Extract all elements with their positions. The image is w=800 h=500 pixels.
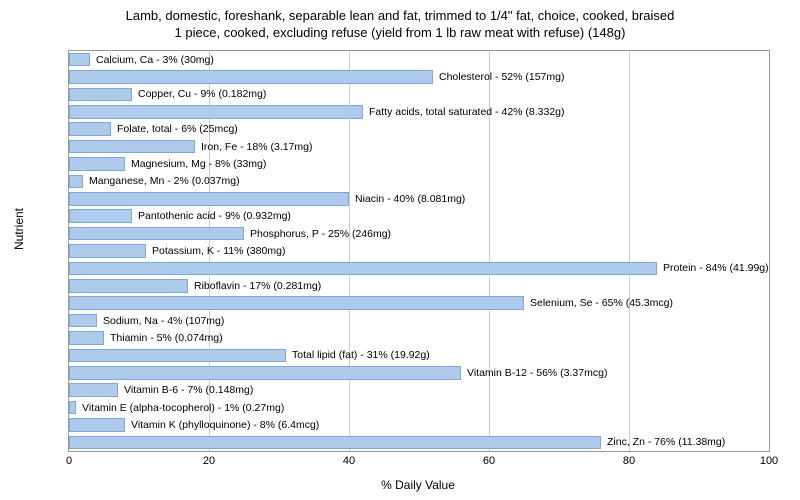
- bar-label: Sodium, Na - 4% (107mg): [103, 316, 224, 327]
- bar: [69, 296, 524, 310]
- x-tick-label: 0: [66, 455, 72, 467]
- bar: [69, 314, 97, 328]
- bar: [69, 279, 188, 293]
- bar: [69, 192, 349, 206]
- chart-title: Lamb, domestic, foreshank, separable lea…: [0, 0, 800, 44]
- bar: [69, 88, 132, 102]
- y-axis-label: Nutrient: [12, 208, 26, 250]
- x-tick-label: 100: [760, 455, 778, 467]
- bar-label: Vitamin B-12 - 56% (3.37mcg): [467, 368, 607, 379]
- bar: [69, 53, 90, 67]
- bar-label: Niacin - 40% (8.081mg): [355, 194, 465, 205]
- bar: [69, 157, 125, 171]
- bar-label: Thiamin - 5% (0.074mg): [110, 333, 223, 344]
- bar-label: Selenium, Se - 65% (45.3mcg): [530, 298, 673, 309]
- bar-label: Protein - 84% (41.99g): [663, 263, 769, 274]
- bar-label: Vitamin K (phylloquinone) - 8% (6.4mcg): [131, 420, 319, 431]
- bar-label: Iron, Fe - 18% (3.17mg): [201, 142, 312, 153]
- x-tick-label: 20: [203, 455, 215, 467]
- bar-label: Vitamin E (alpha-tocopherol) - 1% (0.27m…: [82, 403, 284, 414]
- bar-label: Folate, total - 6% (25mcg): [117, 124, 238, 135]
- x-tick-label: 80: [623, 455, 635, 467]
- bar: [69, 349, 286, 363]
- bar: [69, 383, 118, 397]
- bar: [69, 227, 244, 241]
- bar: [69, 331, 104, 345]
- bar: [69, 175, 83, 189]
- bar: [69, 140, 195, 154]
- bar-label: Riboflavin - 17% (0.281mg): [194, 281, 321, 292]
- bar: [69, 209, 132, 223]
- bar: [69, 401, 76, 415]
- bar: [69, 122, 111, 136]
- bar-label: Vitamin B-6 - 7% (0.148mg): [124, 385, 253, 396]
- bar-label: Calcium, Ca - 3% (30mg): [96, 55, 214, 66]
- bar: [69, 418, 125, 432]
- x-axis-label: % Daily Value: [68, 478, 768, 492]
- bar-label: Manganese, Mn - 2% (0.037mg): [89, 176, 240, 187]
- bar-label: Magnesium, Mg - 8% (33mg): [131, 159, 266, 170]
- chart-container: Lamb, domestic, foreshank, separable lea…: [0, 0, 800, 500]
- bar-label: Total lipid (fat) - 31% (19.92g): [292, 350, 430, 361]
- bar-label: Fatty acids, total saturated - 42% (8.33…: [369, 107, 565, 118]
- bar: [69, 262, 657, 276]
- bar: [69, 105, 363, 119]
- bar-label: Zinc, Zn - 76% (11.38mg): [607, 437, 725, 448]
- bar-label: Pantothenic acid - 9% (0.932mg): [138, 211, 291, 222]
- bar-label: Copper, Cu - 9% (0.182mg): [138, 89, 266, 100]
- gridline: [629, 51, 630, 451]
- bar-label: Potassium, K - 11% (380mg): [152, 246, 285, 257]
- title-line-1: Lamb, domestic, foreshank, separable lea…: [126, 8, 675, 23]
- bar: [69, 366, 461, 380]
- bar: [69, 70, 433, 84]
- bar-label: Phosphorus, P - 25% (246mg): [250, 229, 391, 240]
- plot-area: 020406080100Calcium, Ca - 3% (30mg)Chole…: [68, 50, 770, 452]
- x-tick-label: 60: [483, 455, 495, 467]
- bar: [69, 436, 601, 450]
- bar: [69, 244, 146, 258]
- title-line-2: 1 piece, cooked, excluding refuse (yield…: [175, 25, 626, 40]
- bar-label: Cholesterol - 52% (157mg): [439, 72, 564, 83]
- x-tick-label: 40: [343, 455, 355, 467]
